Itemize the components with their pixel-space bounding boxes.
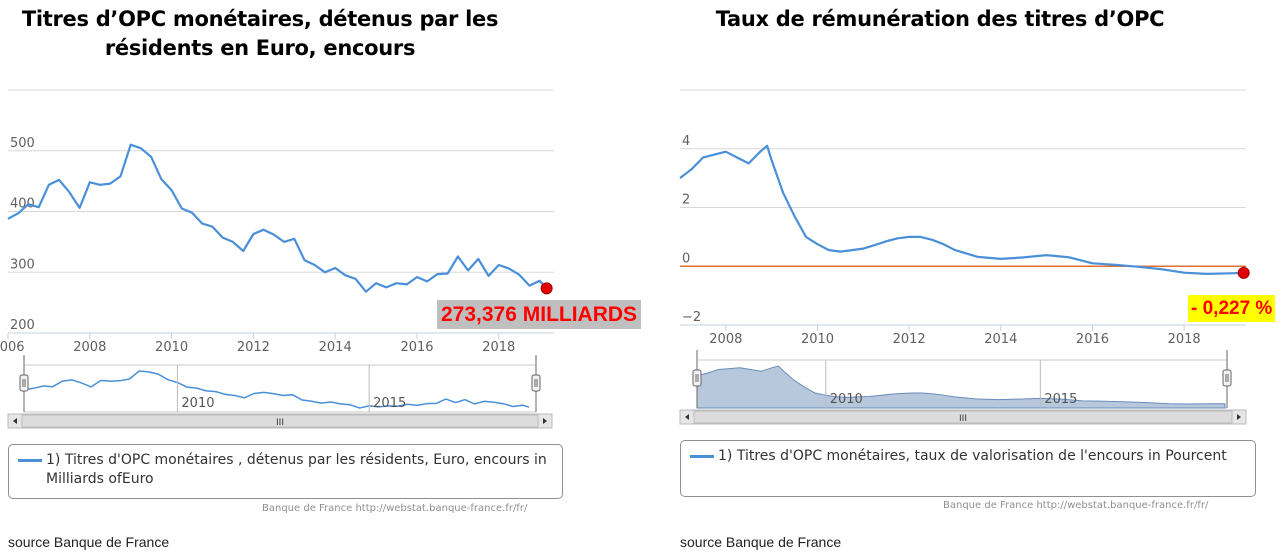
left-legend-label: 1) Titres d'OPC monétaires , détenus par…	[46, 452, 547, 487]
navigator-left-handle[interactable]	[692, 369, 702, 387]
y-tick-label: 300	[10, 257, 35, 272]
right-chart-title: Taux de rémunération des titres d’OPC	[715, 7, 1165, 31]
y-tick-label: 500	[10, 136, 35, 151]
x-tick-label: 2012	[237, 340, 270, 355]
y-tick-label: −2	[682, 310, 701, 325]
navigator-year-label: 2015	[373, 396, 406, 411]
arrow-right-icon	[543, 418, 547, 424]
last-value-marker	[540, 282, 553, 295]
right-chart: −2 0 2 4 2008 2010 2012 2014 2016 2018 2010 2015 I…	[679, 89, 1250, 425]
left-chart-panel: Titres d’OPC monétaires, détenus par les…	[0, 0, 642, 554]
left-source-note: source Banque de France	[8, 534, 170, 550]
left-legend[interactable]: 1) Titres d'OPC monétaires , détenus par…	[8, 444, 563, 499]
x-tick-label: 2014	[319, 340, 352, 355]
x-tick-label: 2012	[893, 332, 926, 347]
scrollbar-grip: III	[276, 418, 284, 428]
left-value-callout: 273,376 MILLIARDS	[437, 300, 642, 329]
y-tick-label: 2	[682, 193, 690, 208]
x-tick-label: 2014	[984, 332, 1017, 347]
arrow-left-icon	[13, 418, 17, 424]
x-tick-label: 2008	[709, 332, 742, 347]
right-source-note: source Banque de France	[680, 534, 842, 550]
navigator-line	[23, 370, 530, 409]
y-tick-label: 400	[10, 197, 35, 212]
navigator-left-handle[interactable]	[19, 374, 29, 392]
navigator-year-label: 2015	[1044, 392, 1077, 407]
navigator-year-label: 2010	[181, 396, 214, 411]
y-tick-label: 200	[10, 318, 35, 333]
series-line	[679, 144, 1244, 275]
x-tick-label: 2016	[400, 340, 433, 355]
x-tick-label: 2016	[1076, 332, 1109, 347]
right-legend[interactable]: 1) Titres d'OPC monétaires, taux de valo…	[680, 440, 1256, 497]
right-value-callout: - 0,227 %	[1188, 295, 1276, 322]
right-credit[interactable]: Banque de France http://webstat.banque-f…	[943, 500, 1209, 511]
left-chart: 200 300 400 500 2006 2008 2010 2012 2014 2016 201…	[0, 89, 554, 429]
navigator-year-label: 2010	[830, 392, 863, 407]
series-line	[7, 143, 548, 293]
right-legend-label: 1) Titres d'OPC monétaires, taux de valo…	[718, 448, 1227, 464]
x-tick-label: 2010	[801, 332, 834, 347]
x-tick-label: 2010	[155, 340, 188, 355]
x-tick-label: 2018	[1168, 332, 1201, 347]
navigator-right-handle[interactable]	[531, 374, 541, 392]
left-credit[interactable]: Banque de France http://webstat.banque-f…	[262, 503, 528, 514]
right-chart-panel: Taux de rémunération des titres d’OPC −2…	[640, 0, 1287, 554]
legend-swatch	[690, 455, 714, 458]
last-value-marker	[1237, 266, 1250, 279]
scrollbar-grip: III	[959, 414, 967, 424]
navigator-right-handle[interactable]	[1222, 369, 1232, 387]
left-chart-title: Titres d’OPC monétaires, détenus par les…	[21, 7, 499, 60]
x-tick-label: 2018	[482, 340, 515, 355]
x-tick-label: 2006	[0, 340, 25, 355]
x-tick-label: 2008	[73, 340, 106, 355]
y-tick-label: 0	[682, 251, 690, 266]
y-tick-label: 4	[682, 134, 690, 149]
legend-swatch	[18, 459, 42, 462]
arrow-left-icon	[685, 414, 689, 420]
arrow-right-icon	[1237, 414, 1241, 420]
navigator-area	[696, 365, 1226, 409]
